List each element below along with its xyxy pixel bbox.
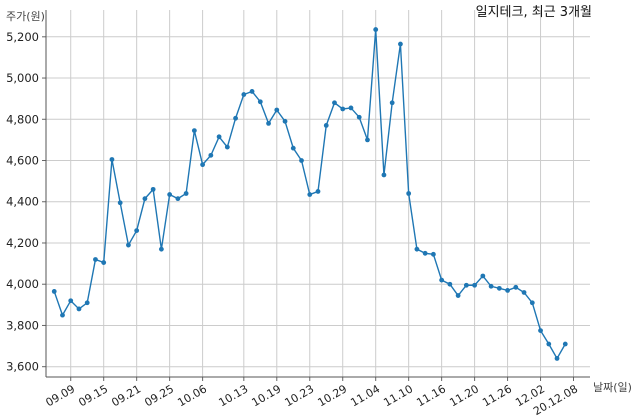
y-axis-ticks: 3,600 3,800 4,000 4,200 4,400 4,600 4,800 5,000… — [6, 30, 39, 374]
data-point — [472, 282, 478, 288]
data-point — [282, 118, 288, 124]
x-tick-label: 10.19 — [250, 382, 284, 409]
x-tick-label: 10.06 — [175, 382, 209, 409]
data-point — [233, 115, 238, 121]
y-tick-label: 4,400 — [6, 195, 39, 209]
data-point — [307, 192, 313, 197]
data-point — [513, 284, 519, 290]
y-tick-label: 4,000 — [6, 277, 39, 291]
data-point — [241, 92, 247, 97]
y-tick-label: 4,600 — [6, 154, 39, 168]
data-point — [323, 123, 329, 128]
data-point — [538, 328, 543, 334]
x-tick-label: 09.25 — [142, 382, 176, 409]
y-tick-label: 4,800 — [6, 112, 39, 126]
data-point — [340, 106, 346, 112]
data-point — [529, 300, 535, 306]
y-tick-label: 3,800 — [6, 318, 39, 332]
data-point — [60, 312, 65, 318]
data-point — [134, 228, 140, 234]
data-point — [398, 41, 403, 47]
data-point — [365, 137, 370, 143]
x-tick-label: 11.10 — [381, 382, 415, 409]
data-point — [266, 120, 271, 126]
data-point — [290, 145, 296, 151]
data-point — [521, 290, 527, 295]
x-axis-label: 날짜(일) — [593, 380, 632, 394]
data-point — [51, 289, 57, 294]
data-point — [381, 172, 387, 178]
data-point — [455, 293, 461, 298]
y-tick-label: 5,000 — [6, 71, 39, 85]
data-point — [93, 257, 98, 262]
data-point — [126, 242, 131, 248]
data-point — [315, 189, 321, 194]
data-point — [76, 306, 82, 312]
x-tick-label: 09.09 — [43, 382, 77, 409]
y-tick-label: 4,200 — [6, 236, 39, 250]
data-point — [142, 196, 148, 202]
data-point — [554, 356, 560, 361]
data-point — [208, 152, 214, 158]
y-tick-label: 3,600 — [6, 360, 39, 374]
data-point — [463, 282, 469, 288]
data-point — [430, 251, 436, 257]
data-point — [299, 158, 304, 163]
x-axis-ticks: 09.09 09.15 09.21 09.25 10.06 10.13 10.19 10.23… — [43, 382, 580, 418]
data-point — [332, 100, 337, 106]
data-point — [183, 191, 189, 196]
data-point — [158, 246, 164, 252]
axes — [42, 10, 590, 381]
data-point — [389, 100, 395, 106]
data-point — [546, 341, 552, 347]
x-tick-label: 09.15 — [76, 382, 110, 409]
x-tick-label: 11.04 — [348, 382, 382, 409]
data-point — [373, 27, 379, 32]
data-point — [422, 250, 428, 256]
data-point — [175, 196, 181, 202]
data-point — [406, 191, 412, 196]
data-point — [488, 283, 494, 289]
data-point — [224, 144, 230, 150]
data-point — [505, 288, 510, 293]
x-tick-label: 11.26 — [480, 382, 514, 409]
data-point — [84, 300, 90, 306]
x-tick-label: 10.23 — [282, 382, 316, 409]
data-point — [249, 89, 255, 94]
data-point — [348, 105, 354, 111]
data-point — [167, 192, 173, 197]
data-point — [200, 162, 206, 168]
x-tick-label: 10.29 — [315, 382, 349, 409]
y-tick-label: 5,200 — [6, 30, 39, 44]
y-axis-label: 주가(원) — [6, 10, 45, 23]
data-point — [414, 246, 420, 252]
data-point — [447, 281, 453, 287]
x-tick-label: 09.21 — [109, 382, 143, 409]
x-tick-label: 11.16 — [414, 382, 448, 409]
data-point — [191, 128, 197, 134]
data-point — [101, 260, 107, 265]
data-point — [274, 107, 280, 113]
data-point — [68, 298, 74, 304]
data-point — [496, 285, 502, 291]
data-point — [562, 341, 568, 347]
data-point — [480, 273, 486, 279]
data-point — [109, 157, 115, 162]
x-tick-label: 10.13 — [217, 382, 251, 409]
x-tick-label: 11.20 — [447, 382, 481, 409]
chart-title: 일지테크, 최근 3개월 — [476, 5, 592, 20]
data-point — [150, 186, 156, 192]
data-point — [439, 277, 445, 283]
data-points — [51, 27, 568, 361]
data-point — [216, 134, 222, 140]
data-point — [117, 200, 123, 206]
data-point — [356, 114, 362, 120]
data-point — [257, 99, 263, 105]
